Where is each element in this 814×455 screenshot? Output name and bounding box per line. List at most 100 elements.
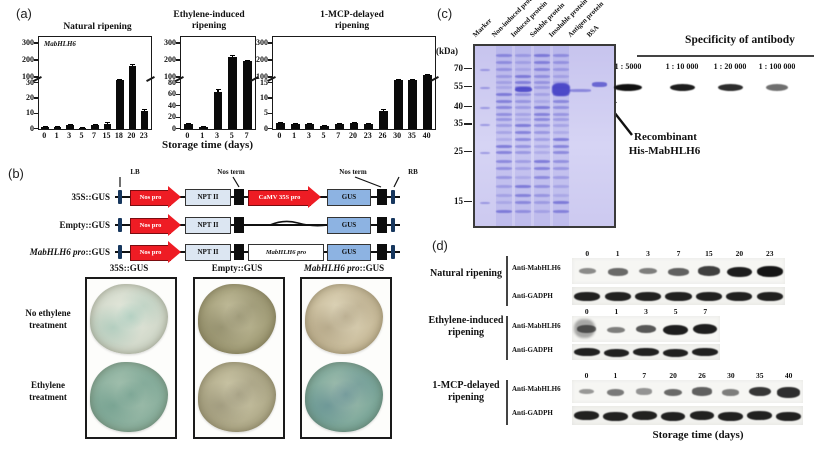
promoter-arrow-head [308, 186, 321, 208]
gel-band [496, 159, 512, 163]
gel-band [534, 86, 550, 90]
error-bar-cap [215, 89, 221, 91]
error-bar-cap [104, 122, 110, 124]
empty-linker-squiggle [244, 220, 328, 227]
gel-band [553, 175, 569, 179]
y-tick-label: 10 [260, 92, 268, 102]
antibody-label-mabhlh6: Anti-MabHLH6 [512, 264, 561, 272]
gel-band [553, 80, 569, 84]
panel-b: (b) No ethylene treatment Ethylene treat… [0, 160, 430, 455]
x-tick-label: 1 [54, 131, 59, 140]
gel-band [534, 151, 550, 155]
gus-row-label-ethylene: Ethylene treatment [29, 380, 67, 402]
bar [393, 80, 403, 129]
construct-row-label: 35S::GUS [71, 192, 110, 202]
bar [141, 110, 149, 129]
ripening-group-label: Natural ripening [430, 268, 502, 279]
mabhlh6-band [726, 266, 752, 278]
construct-row-label: MabHLH6 pro::GUS [29, 247, 110, 257]
x-tick-label: 7 [336, 131, 341, 140]
dilution-band [766, 84, 788, 91]
gel-band [553, 68, 569, 72]
blot-time-label: 7 [676, 249, 681, 258]
gel-band [534, 100, 550, 104]
antibody-label-gadph: Anti-GADPH [512, 409, 553, 417]
gel-band [515, 53, 531, 57]
fruit-disc-pro-no-ethylene [305, 284, 383, 354]
bar [320, 125, 329, 129]
y-tick-label: 200 [22, 54, 34, 64]
bar [41, 127, 49, 129]
gel-band [496, 93, 512, 97]
gene-name-label: MabHLH6 [44, 40, 76, 48]
kda-marker-label: 40 [454, 100, 463, 111]
x-tick-label: 3 [67, 131, 72, 140]
dilution-label: 1 : 10 000 [665, 62, 699, 71]
y-tick-label: 300 [256, 37, 268, 47]
kda-marker-tick [464, 85, 472, 88]
left-border-tick [118, 245, 122, 259]
blot-time-label: 3 [646, 249, 650, 258]
gel-band [534, 166, 550, 170]
blot-strip-mabhlh6 [572, 258, 785, 284]
bar [53, 126, 62, 129]
gel-band [496, 151, 512, 155]
gel-band [534, 53, 550, 57]
error-bar-cap [200, 126, 206, 128]
gel-band [515, 175, 531, 179]
panel-c: (c) (kDa) Specificity of antibody Recomb… [430, 0, 814, 240]
kda-marker-tick [464, 150, 472, 153]
x-tick-label: 1 [200, 131, 205, 140]
group-divider-line [506, 380, 508, 425]
gel-band [496, 80, 512, 84]
dilution-band [669, 84, 695, 91]
gel-band [553, 138, 569, 142]
panel-a-label: (a) [16, 6, 32, 21]
bar [305, 124, 315, 129]
gadph-band [665, 292, 692, 302]
bar [275, 122, 285, 129]
promoter-arrow: Nos pro [130, 245, 171, 261]
gus-column-header: Empty::GUS [211, 263, 263, 273]
gel-band [496, 100, 512, 104]
error-bar [217, 89, 219, 92]
left-border-tick [118, 218, 122, 232]
chart-plot-area: MabHLH6 [38, 36, 152, 130]
x-tick-label: 35 [407, 131, 416, 140]
blot-time-label: 30 [727, 371, 735, 380]
construct-row: Nos pro NPT II CaMV 35S pro GUS [115, 186, 407, 208]
blot-time-label: 35 [755, 371, 764, 380]
gel-band [534, 159, 550, 163]
antibody-blot-title: Specificity of antibody [685, 34, 795, 46]
construct-row: Nos pro NPT II GUS [115, 214, 407, 236]
y-tick-mark [176, 116, 180, 118]
gel-band [496, 166, 512, 170]
induced-55kda-band [514, 86, 532, 92]
kda-marker-tick [464, 200, 472, 203]
gel-band [496, 138, 512, 142]
gel-band [515, 112, 531, 116]
bar [364, 124, 374, 129]
y-tick-label: 300 [164, 37, 176, 47]
panel-a: (a) Storage time (days) Natural ripening… [0, 0, 450, 160]
fruit-disc-empty-no-ethylene [198, 284, 276, 354]
gus-row-label-no-ethylene: No ethylene treatment [25, 308, 71, 330]
recombinant-annotation-line2: His-MabHLH6 [628, 145, 701, 157]
marker-ladder-band [480, 86, 490, 90]
construct-top-label: Nos term [217, 168, 245, 176]
gel-band [553, 106, 569, 110]
construct-row-label: Empty::GUS [59, 220, 110, 230]
gel-band [515, 80, 531, 84]
gel-band [553, 118, 569, 122]
promoter-arrow: CaMV 35S pro [248, 190, 311, 206]
error-bar-cap [129, 63, 135, 65]
gadph-band [747, 411, 773, 420]
blot-time-label: 5 [673, 307, 678, 316]
construct-top-label: RB [408, 168, 418, 176]
error-bar-cap [336, 123, 342, 125]
mabhlh6-band [607, 268, 628, 276]
gus-box: GUS [327, 244, 371, 261]
gel-band [534, 123, 550, 127]
blot-title-underline [637, 55, 814, 57]
